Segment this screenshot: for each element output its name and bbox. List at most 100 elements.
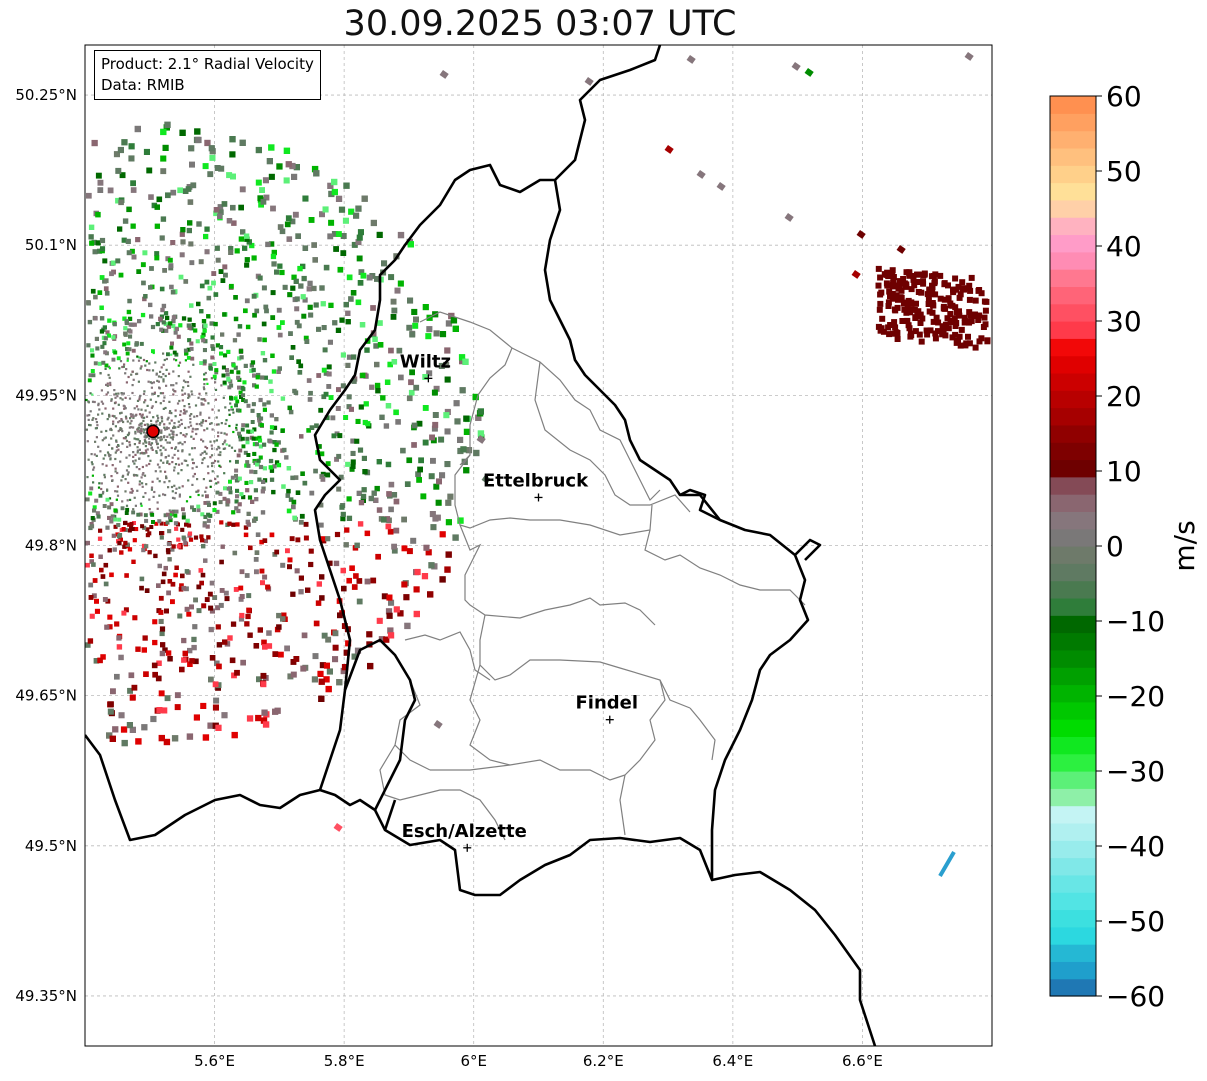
- echo-pixel: [167, 656, 173, 662]
- echo-pixel: [201, 458, 204, 461]
- echo-pixel: [432, 421, 439, 428]
- echo-pixel: [225, 419, 228, 422]
- echo-pixel: [229, 383, 234, 388]
- echo-pixel: [170, 599, 175, 605]
- echo-pixel: [87, 378, 92, 383]
- echo-pixel: [189, 161, 195, 168]
- echo-pixel: [212, 374, 217, 379]
- echo-pixel: [366, 274, 373, 281]
- echo-pixel: [100, 246, 106, 252]
- echo-pixel: [142, 358, 146, 362]
- echo-pixel: [86, 440, 89, 443]
- echo-pixel: [219, 520, 224, 525]
- echo-pixel: [163, 565, 168, 571]
- echo-pixel: [260, 717, 268, 724]
- echo-pixel: [100, 389, 103, 392]
- echo-pixel: [159, 392, 162, 395]
- echo-pixel: [131, 489, 134, 492]
- echo-pixel: [164, 493, 167, 497]
- echo-pixel: [160, 435, 163, 439]
- echo-pixel: [258, 201, 264, 208]
- echo-pixel: [375, 553, 381, 560]
- echo-pixel: [127, 528, 132, 533]
- echo-pixel: [457, 517, 464, 524]
- echo-pixel: [108, 455, 111, 458]
- echo-pixel: [156, 707, 163, 714]
- echo-pixel: [218, 165, 225, 172]
- echo-pixel: [138, 448, 141, 451]
- echo-pixel: [285, 215, 292, 222]
- echo-pixel: [118, 272, 124, 278]
- echo-pixel: [107, 187, 114, 194]
- echo-pixel: [259, 416, 264, 421]
- colorbar-tick-label: 10: [1106, 455, 1142, 488]
- echo-pixel: [158, 609, 164, 615]
- echo-pixel: [334, 531, 341, 538]
- echo-pixel: [351, 584, 358, 590]
- echo-pixel: [91, 562, 96, 567]
- echo-pixel: [121, 365, 124, 369]
- echo-pixel: [140, 422, 143, 425]
- echo-pixel: [105, 497, 110, 502]
- colorbar-swatch: [1050, 822, 1096, 841]
- echo-pixel: [212, 704, 219, 711]
- echo-pixel: [349, 466, 355, 472]
- echo-pixel: [397, 280, 404, 287]
- echo-pixel: [324, 415, 330, 421]
- echo-pixel: [276, 307, 282, 313]
- echo-pixel: [120, 419, 124, 422]
- echo-pixel: [436, 478, 442, 485]
- echo-pixel: [259, 187, 265, 193]
- radar-map[interactable]: 5.6°E 5.8°E 6°E 6.2°E 6.4°E 6.6°E50.25°N50.1°…: [0, 0, 1000, 1081]
- echo-pixel: [262, 402, 267, 407]
- echo-pixel: [299, 513, 305, 519]
- colorbar-swatch: [1050, 909, 1096, 928]
- echo-pixel: [143, 474, 147, 477]
- echo-pixel: [955, 338, 961, 344]
- echo-pixel: [339, 504, 345, 510]
- echo-pixel: [260, 198, 267, 205]
- echo-pixel: [152, 619, 158, 625]
- echo-pixel: [140, 524, 145, 529]
- echo-pixel: [93, 400, 96, 404]
- echo-pixel: [106, 732, 113, 739]
- echo-pixel: [409, 331, 416, 338]
- echo-pixel: [95, 240, 101, 246]
- echo-pixel: [144, 434, 147, 437]
- echo-pixel: [160, 155, 167, 162]
- echo-pixel: [191, 427, 194, 430]
- echo-pixel: [158, 618, 164, 624]
- echo-pixel: [115, 440, 118, 443]
- echo-pixel: [210, 454, 214, 457]
- data-source-label: Data: RMIB: [101, 76, 185, 94]
- echo-pixel: [109, 381, 112, 384]
- echo-pixel: [184, 380, 187, 384]
- echo-pixel: [393, 498, 400, 505]
- echo-pixel: [199, 534, 204, 539]
- echo-pixel: [287, 557, 293, 563]
- lon-tick-label: 6.6°E: [842, 1052, 883, 1070]
- echo-pixel: [115, 439, 118, 442]
- echo-pixel: [226, 218, 233, 224]
- echo-pixel: [941, 281, 948, 288]
- echo-pixel: [117, 226, 123, 232]
- echo-pixel: [139, 341, 144, 346]
- echo-pixel: [213, 697, 220, 704]
- echo-pixel: [188, 453, 191, 456]
- echo-pixel: [263, 375, 268, 380]
- echo-pixel: [341, 623, 348, 629]
- echo-pixel: [99, 275, 105, 280]
- echo-pixel: [144, 449, 147, 452]
- echo-pixel: [343, 542, 349, 548]
- echo-pixel: [131, 491, 134, 494]
- echo-pixel: [172, 370, 175, 373]
- echo-pixel: [272, 425, 278, 430]
- echo-pixel: [174, 390, 177, 393]
- echo-pixel: [223, 486, 227, 491]
- echo-pixel: [91, 418, 94, 421]
- echo-pixel: [166, 418, 169, 421]
- echo-pixel: [117, 430, 120, 433]
- echo-pixel: [154, 470, 157, 473]
- echo-pixel: [121, 610, 127, 616]
- echo-pixel: [164, 456, 167, 459]
